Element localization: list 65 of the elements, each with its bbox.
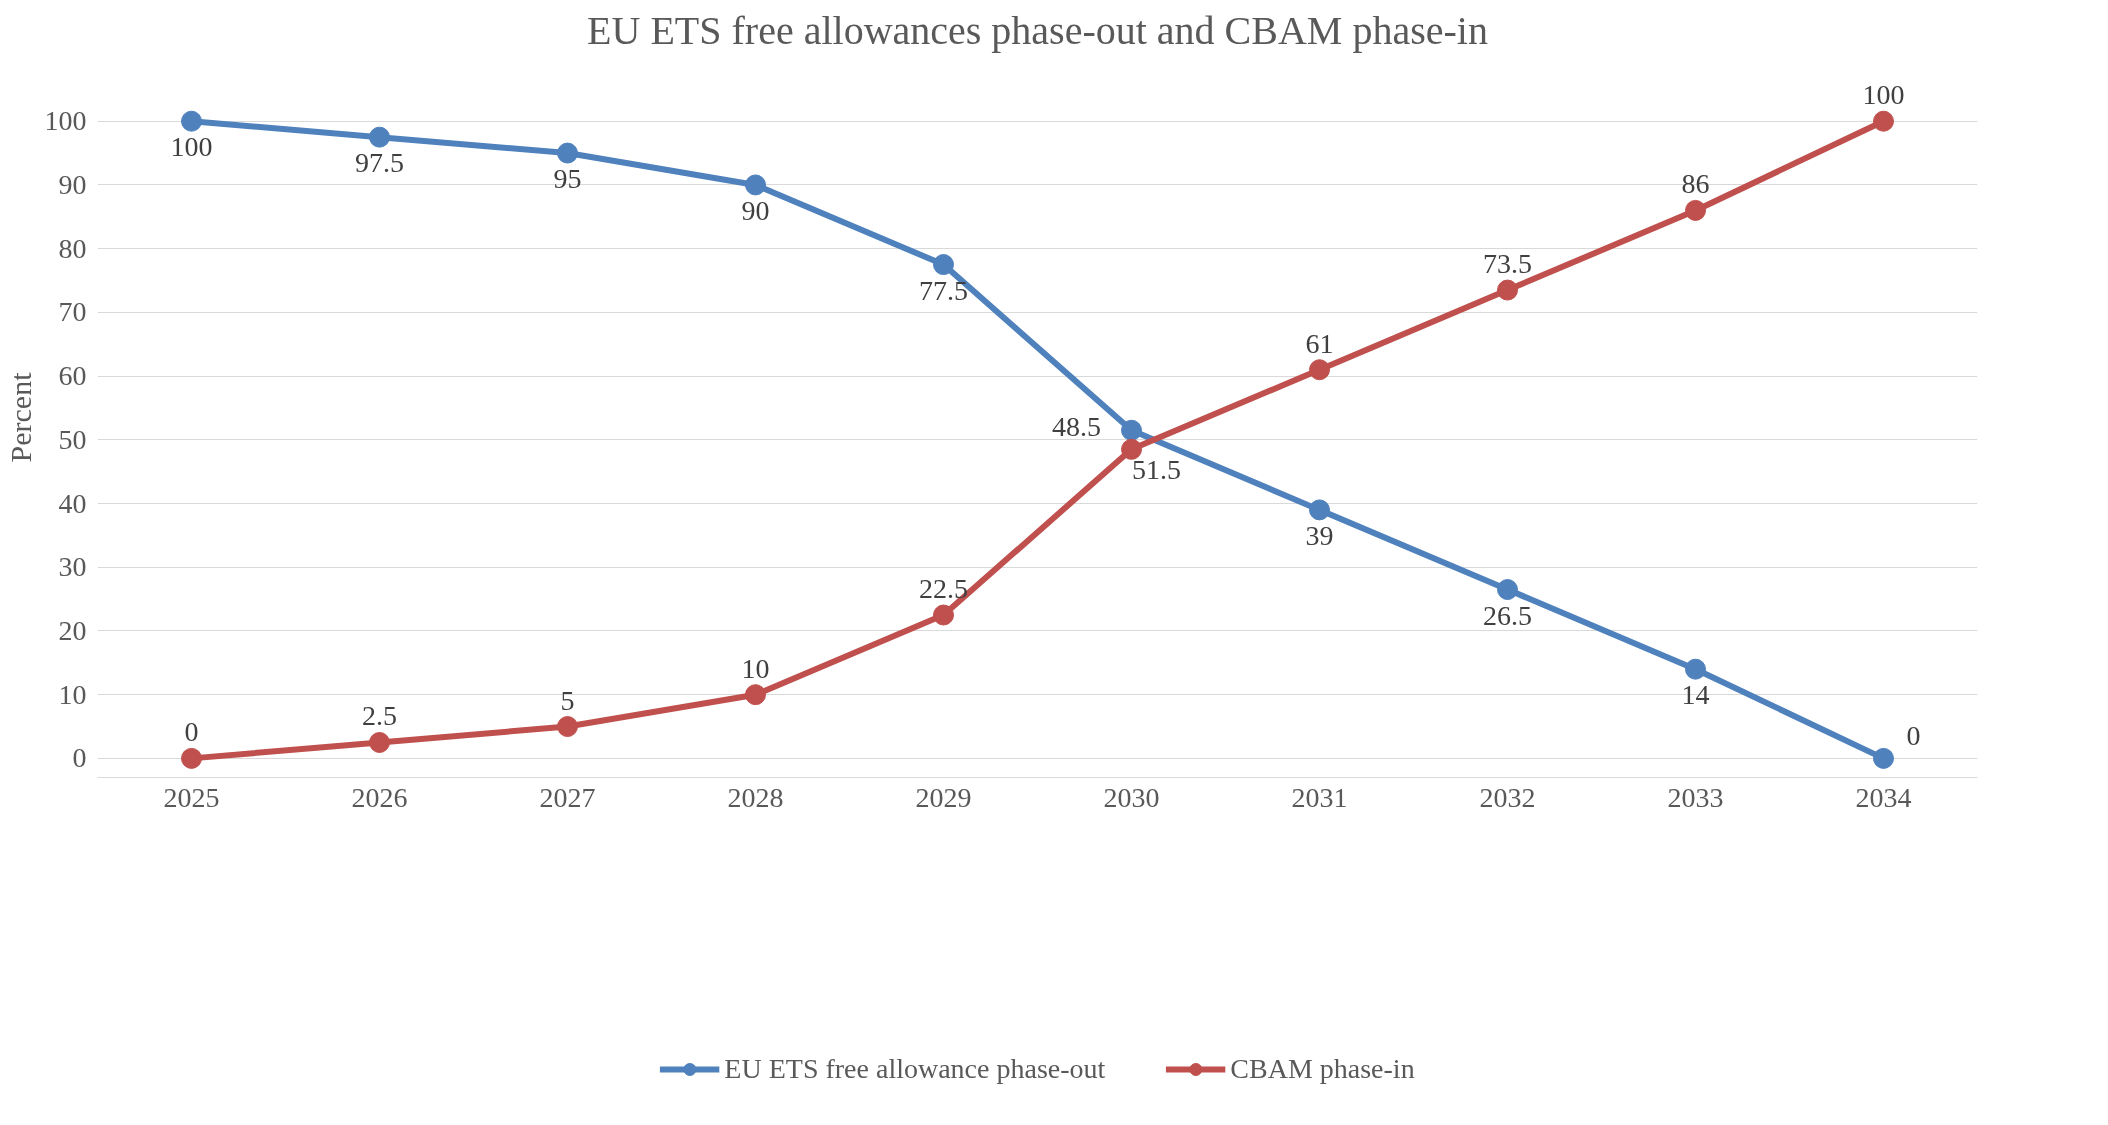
x-tick-label: 2031 (1291, 781, 1348, 813)
x-tick-label: 2033 (1667, 781, 1724, 813)
data-label: 26.5 (1483, 599, 1532, 631)
data-label: 100 (170, 131, 213, 163)
data-label: 86 (1681, 168, 1710, 200)
point (181, 110, 202, 132)
point (745, 684, 766, 706)
x-tick-label: 2028 (727, 781, 784, 813)
x-tick-label: 2034 (1855, 781, 1912, 813)
point (1121, 419, 1142, 441)
data-label: 0 (184, 716, 199, 748)
x-tick-label: 2029 (915, 781, 972, 813)
data-label: 77.5 (919, 274, 968, 306)
x-tick-label: 2030 (1103, 781, 1160, 813)
point (1873, 747, 1894, 769)
point (1497, 579, 1518, 601)
y-tick-label: 60 (58, 360, 87, 392)
point (1497, 279, 1518, 301)
point (1121, 438, 1142, 460)
point (557, 716, 578, 738)
chart-title: EU ETS free allowances phase-out and CBAM phase-in (587, 7, 1488, 53)
x-tick-label: 2026 (351, 781, 408, 813)
point (1309, 499, 1330, 521)
y-tick-label: 80 (58, 232, 87, 264)
data-label: 61 (1305, 327, 1334, 359)
point (369, 731, 390, 753)
data-label: 10 (741, 652, 770, 684)
point (557, 142, 578, 164)
data-label: 22.5 (919, 573, 968, 605)
y-tick-label: 50 (58, 423, 87, 455)
data-label: 100 (1862, 79, 1905, 111)
legend-label: CBAM phase-in (1230, 1053, 1415, 1085)
y-tick-label: 30 (58, 551, 87, 583)
data-label: 14 (1681, 679, 1710, 711)
y-tick-label: 0 (72, 742, 87, 774)
point (1685, 658, 1706, 680)
y-tick-label: 40 (58, 487, 87, 519)
data-label: 48.5 (1052, 411, 1101, 443)
data-label: 51.5 (1132, 454, 1181, 486)
data-label: 5 (560, 684, 575, 716)
point (1873, 110, 1894, 132)
y-tick-label: 10 (58, 678, 87, 710)
data-label: 97.5 (355, 147, 404, 179)
data-label: 90 (741, 194, 770, 226)
point (181, 747, 202, 769)
point (933, 254, 954, 276)
y-tick-label: 20 (58, 614, 87, 646)
x-tick-label: 2027 (539, 781, 596, 813)
data-label: 0 (1906, 720, 1921, 752)
y-axis-title: Percent (3, 371, 37, 463)
data-label: 73.5 (1483, 248, 1532, 280)
y-tick-label: 90 (58, 168, 87, 200)
point (369, 126, 390, 148)
point (1309, 359, 1330, 381)
x-tick-label: 2032 (1479, 781, 1536, 813)
x-tick-label: 2025 (163, 781, 220, 813)
data-label: 2.5 (362, 700, 397, 732)
point (933, 604, 954, 626)
data-label: 95 (553, 163, 582, 195)
point (745, 174, 766, 196)
legend-label: EU ETS free allowance phase-out (724, 1053, 1106, 1085)
y-tick-label: 70 (58, 296, 87, 328)
point (1685, 199, 1706, 221)
data-label: 39 (1305, 519, 1334, 551)
y-tick-label: 100 (44, 105, 87, 137)
